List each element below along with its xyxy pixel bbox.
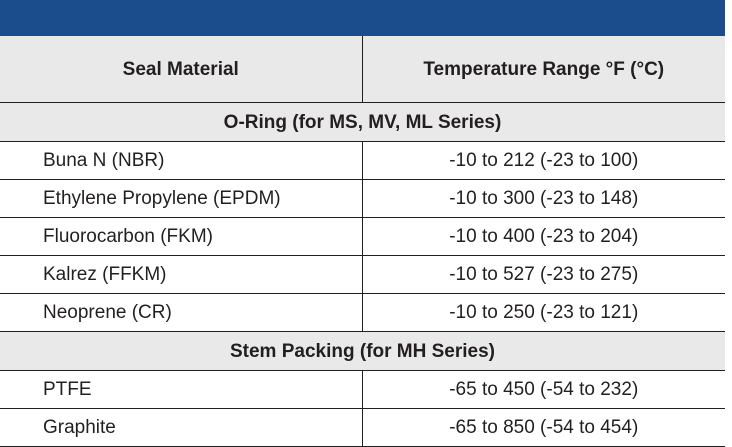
table-row: Kalrez (FFKM) -10 to 527 (-23 to 275) [0, 255, 725, 294]
seal-material-cell: PTFE [0, 370, 363, 409]
table-row: PTFE -65 to 450 (-54 to 232) [0, 370, 725, 409]
table-row: Fluorocarbon (FKM) -10 to 400 (-23 to 20… [0, 217, 725, 256]
column-header-seal-material: Seal Material [0, 36, 363, 103]
seal-temperature-table: Seal Material Temperature Range °F (°C) … [0, 36, 725, 447]
temperature-range-cell: -10 to 212 (-23 to 100) [362, 141, 725, 180]
temperature-range-cell: -10 to 527 (-23 to 275) [362, 255, 725, 294]
temperature-range-cell: -10 to 250 (-23 to 121) [362, 293, 725, 332]
table-row: Ethylene Propylene (EPDM) -10 to 300 (-2… [0, 179, 725, 218]
seal-material-cell: Ethylene Propylene (EPDM) [0, 179, 363, 218]
section-title: O-Ring (for MS, MV, ML Series) [0, 102, 725, 142]
seal-material-cell: Kalrez (FFKM) [0, 255, 363, 294]
temperature-range-cell: -65 to 850 (-54 to 454) [362, 408, 725, 447]
table-title-bar [0, 0, 725, 36]
temperature-range-cell: -10 to 300 (-23 to 148) [362, 179, 725, 218]
temperature-range-cell: -10 to 400 (-23 to 204) [362, 217, 725, 256]
seal-material-cell: Fluorocarbon (FKM) [0, 217, 363, 256]
table-row: Buna N (NBR) -10 to 212 (-23 to 100) [0, 141, 725, 180]
table-row: Graphite -65 to 850 (-54 to 454) [0, 408, 725, 447]
seal-material-cell: Buna N (NBR) [0, 141, 363, 180]
column-header-temperature-range: Temperature Range °F (°C) [362, 36, 725, 103]
seal-material-cell: Neoprene (CR) [0, 293, 363, 332]
table-row: Neoprene (CR) -10 to 250 (-23 to 121) [0, 293, 725, 332]
temperature-range-cell: -65 to 450 (-54 to 232) [362, 370, 725, 409]
section-title: Stem Packing (for MH Series) [0, 331, 725, 371]
table-header-row: Seal Material Temperature Range °F (°C) [0, 36, 725, 103]
section-row-stem-packing: Stem Packing (for MH Series) [0, 331, 725, 371]
section-row-o-ring: O-Ring (for MS, MV, ML Series) [0, 102, 725, 142]
seal-material-cell: Graphite [0, 408, 363, 447]
